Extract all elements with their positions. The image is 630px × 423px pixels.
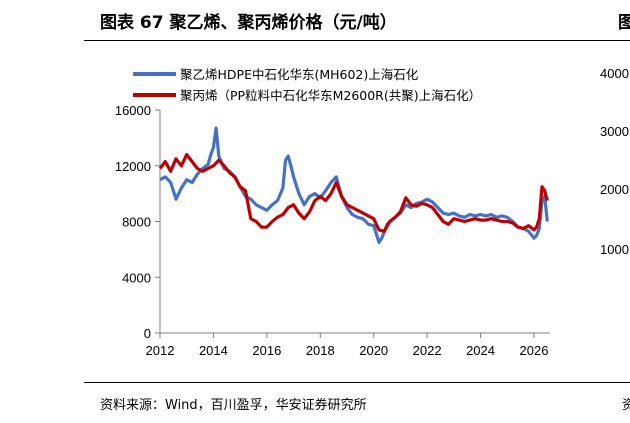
series-line-pp	[158, 153, 549, 233]
x-tick-label: 2022	[413, 343, 442, 358]
y-tick-label: 4000	[122, 270, 151, 285]
figure-title: 图表 67 聚乙烯、聚丙烯价格（元/吨）	[100, 13, 397, 33]
right-panel-tick-label: 3000	[600, 124, 629, 139]
x-tick-label: 2026	[520, 343, 549, 358]
right-panel-tick-label: 4000	[600, 66, 629, 81]
legend: 聚乙烯HDPE中石化华东(MH602)上海石化聚丙烯（PP粒料中石化华东M260…	[133, 67, 481, 103]
right-panel-tick-label: 1000	[600, 242, 629, 257]
right-panel-tick-label: 2000	[600, 182, 629, 197]
x-tick-label: 2012	[146, 343, 175, 358]
x-tick-label: 2018	[306, 343, 335, 358]
right-source-stub: 资	[622, 398, 630, 413]
source-rule	[84, 382, 630, 383]
y-tick-label: 16000	[115, 103, 151, 118]
series-line-hdpe	[159, 126, 549, 244]
x-tick-label: 2020	[359, 343, 388, 358]
x-tick-label: 2014	[199, 343, 228, 358]
right-panel-y-axis: 4000 3000 2000 1000	[600, 66, 629, 257]
legend-label: 聚乙烯HDPE中石化华东(MH602)上海石化	[180, 67, 419, 82]
y-tick-label: 12000	[115, 159, 151, 174]
legend-label: 聚丙烯（PP粒料中石化华东M2600R(共聚)上海石化）	[180, 88, 481, 103]
x-tick-label: 2024	[466, 343, 495, 358]
right-figure-title-stub: 图	[618, 13, 630, 33]
title-rule	[84, 40, 630, 41]
x-axis: 2012 2014 2016 2018 2020 2022 2024 2026	[146, 332, 550, 358]
y-tick-label: 0	[144, 326, 151, 341]
series-lines	[158, 126, 549, 244]
y-tick-label: 8000	[122, 215, 151, 230]
x-tick-label: 2016	[252, 343, 281, 358]
line-chart: 0 4000 8000 12000 16000 2012 2014 2016 2018 2020…	[115, 66, 629, 358]
source-note: 资料来源：Wind，百川盈孚，华安证券研究所	[100, 398, 367, 413]
y-axis: 0 4000 8000 12000 16000	[115, 103, 161, 341]
